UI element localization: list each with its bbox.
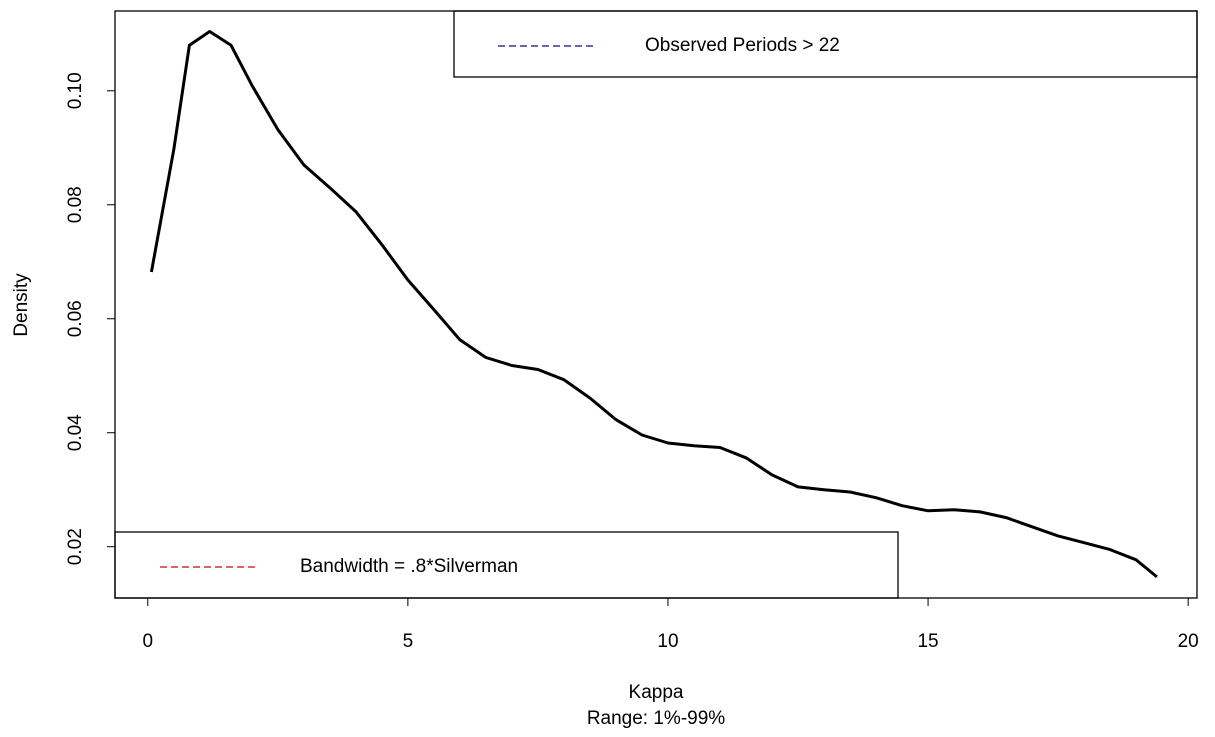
x-tick-label: 15 bbox=[917, 631, 938, 652]
y-tick-label: 0.02 bbox=[65, 528, 86, 565]
y-tick-label: 0.04 bbox=[65, 414, 86, 451]
x-axis-label: Kappa bbox=[629, 682, 684, 703]
subtitle: Range: 1%-99% bbox=[587, 708, 725, 729]
legend-label: Observed Periods > 22 bbox=[645, 35, 840, 56]
density-line bbox=[149, 30, 1158, 579]
y-tick-label: 0.08 bbox=[65, 186, 86, 223]
legend-box bbox=[453, 10, 1198, 78]
legend-box bbox=[114, 531, 899, 599]
plot-frame bbox=[114, 10, 1198, 599]
y-tick-label: 0.10 bbox=[65, 72, 86, 109]
x-tick-label: 20 bbox=[1178, 631, 1199, 652]
y-axis-label: Density bbox=[11, 273, 32, 337]
x-tick-label: 10 bbox=[657, 631, 678, 652]
y-tick-label: 0.06 bbox=[65, 300, 86, 337]
x-tick-label: 5 bbox=[403, 631, 414, 652]
x-tick-label: 0 bbox=[142, 631, 153, 652]
legend-label: Bandwidth = .8*Silverman bbox=[300, 556, 518, 577]
